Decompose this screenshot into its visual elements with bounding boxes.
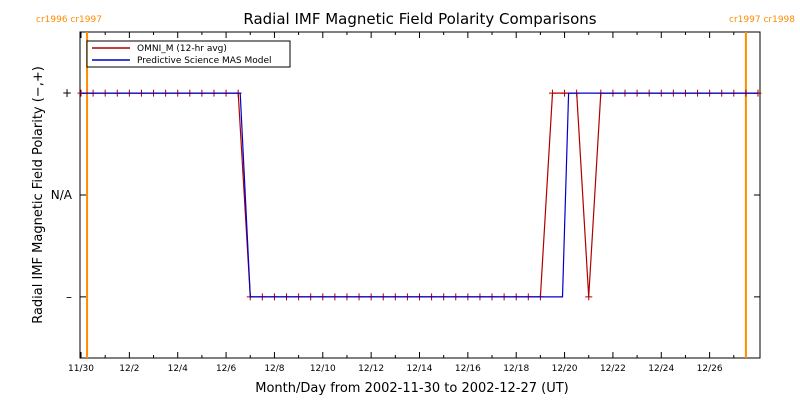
legend-label-mas: Predictive Science MAS Model	[137, 56, 272, 66]
x-tick-label-3: 12/6	[216, 364, 236, 374]
x-tick-label-2: 12/4	[168, 364, 188, 374]
data-point-0-40	[561, 89, 569, 97]
legend-label-omni: OMNI_M (12-hr avg)	[137, 44, 227, 54]
legend-box	[86, 40, 291, 68]
x-tick-label-5: 12/10	[310, 364, 336, 374]
y-tick-label-2: –	[66, 290, 72, 304]
x-axis-label: Month/Day from 2002-11-30 to 2002-12-27 …	[255, 381, 568, 396]
x-tick-label-9: 12/18	[503, 364, 529, 374]
x-tick-label-4: 12/8	[264, 364, 284, 374]
y-tick-label-1: N/A	[51, 188, 73, 202]
carrington-markers: cr1996 cr1997 cr1997 cr1998	[36, 15, 795, 358]
series-line-1	[81, 92, 758, 298]
x-tick-label-10: 12/20	[552, 364, 578, 374]
x-tick-label-7: 12/14	[407, 364, 433, 374]
x-tick-label-13: 12/26	[697, 364, 723, 374]
x-tick-label-12: 12/24	[648, 364, 674, 374]
y-axis-label: Radial IMF Magnetic Field Polarity (−,+)	[31, 66, 46, 324]
x-tick-label-1: 12/2	[119, 364, 139, 374]
x-tick-label-0: 11/30	[68, 364, 94, 374]
y-tick-label-0: +	[62, 86, 72, 100]
y-axis-ticks: + N/A –	[51, 86, 760, 304]
series-line-0	[81, 92, 758, 298]
data-point-0-39	[548, 89, 556, 97]
carrington-label-0: cr1996 cr1997	[36, 15, 102, 25]
series-layer	[77, 89, 762, 301]
x-tick-label-8: 12/16	[455, 364, 481, 374]
chart-title: Radial IMF Magnetic Field Polarity Compa…	[243, 10, 596, 28]
legend: OMNI_M (12-hr avg) Predictive Science MA…	[86, 40, 291, 68]
data-point-0-42	[585, 293, 593, 301]
x-tick-label-6: 12/12	[358, 364, 384, 374]
carrington-label-1: cr1997 cr1998	[729, 15, 795, 25]
x-axis-ticks: 11/30 12/2 12/4 12/6 12/8 12/10 12/12 12/14 12/1…	[68, 32, 735, 374]
plot-area	[79, 31, 761, 359]
x-tick-label-11: 12/22	[600, 364, 626, 374]
